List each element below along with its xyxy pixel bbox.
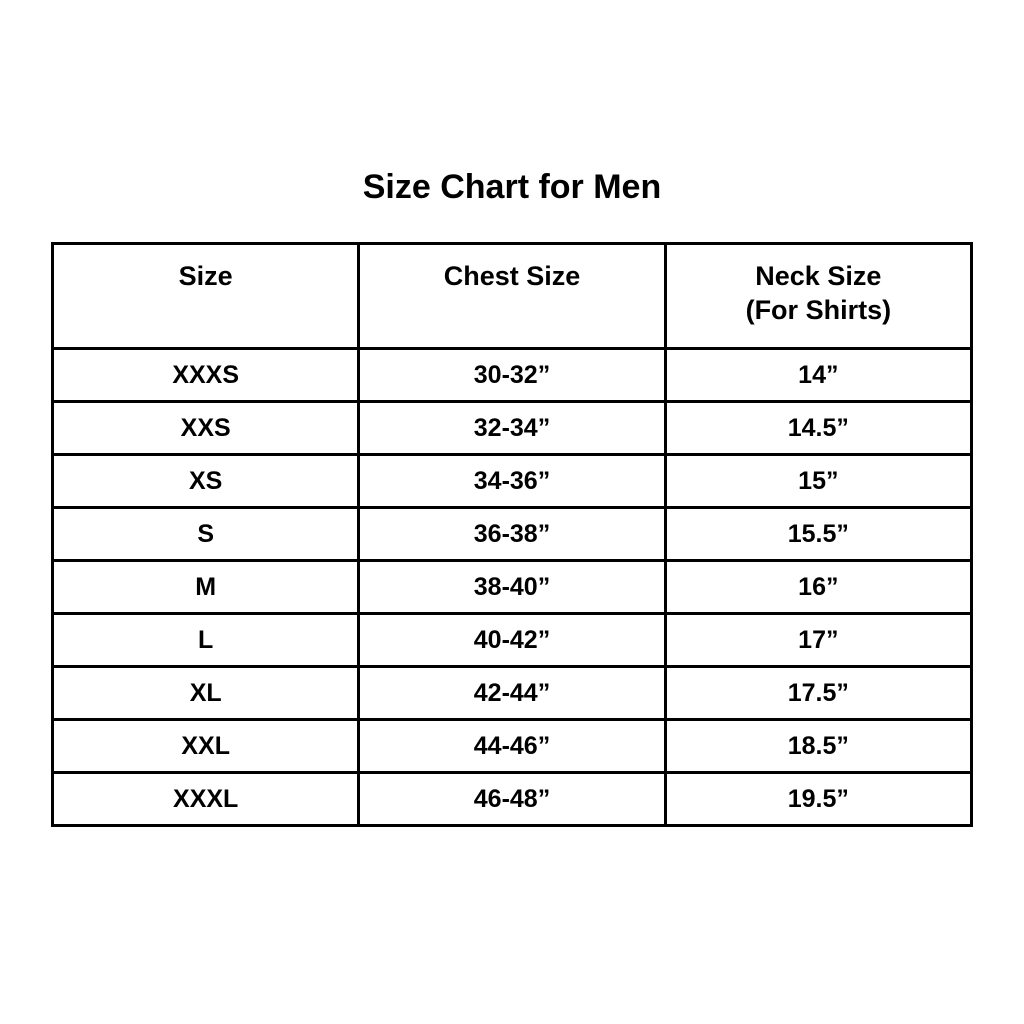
- cell-size: XS: [50, 453, 361, 509]
- cell-neck-size: 15.5”: [663, 506, 974, 562]
- table-row: XXS 32-34” 14.5”: [50, 400, 974, 456]
- table-row: XXXS 30-32” 14”: [50, 347, 974, 403]
- cell-chest-size: 34-36”: [357, 453, 667, 509]
- table-row: XS 34-36” 15”: [50, 453, 974, 509]
- table-row: XXL 44-46” 18.5”: [50, 718, 974, 774]
- cell-neck-size: 19.5”: [663, 771, 974, 827]
- cell-chest-size: 36-38”: [357, 506, 667, 562]
- header-row: Size Chest Size Neck Size (For Shirts): [50, 242, 974, 350]
- table-row: M 38-40” 16”: [50, 559, 974, 615]
- header-neck-size-line1: Neck Size: [755, 261, 882, 291]
- cell-chest-size: 42-44”: [357, 665, 667, 721]
- table-row: S 36-38” 15.5”: [50, 506, 974, 562]
- table-header: Size Chest Size Neck Size (For Shirts): [50, 242, 974, 350]
- cell-size: XXL: [50, 718, 361, 774]
- size-chart-table: Size Chest Size Neck Size (For Shirts) X…: [50, 242, 974, 827]
- cell-size: XXS: [50, 400, 361, 456]
- page-title: Size Chart for Men: [362, 168, 662, 206]
- header-chest-size: Chest Size: [357, 242, 667, 350]
- cell-size: XXXL: [50, 771, 361, 827]
- cell-chest-size: 30-32”: [357, 347, 667, 403]
- cell-chest-size: 40-42”: [357, 612, 667, 668]
- cell-size: L: [50, 612, 361, 668]
- cell-chest-size: 38-40”: [357, 559, 667, 615]
- table-row: L 40-42” 17”: [50, 612, 974, 668]
- header-neck-size: Neck Size (For Shirts): [663, 242, 974, 350]
- cell-size: XL: [50, 665, 361, 721]
- header-size: Size: [50, 242, 361, 350]
- cell-neck-size: 14”: [663, 347, 974, 403]
- table-row: XL 42-44” 17.5”: [50, 665, 974, 721]
- cell-neck-size: 16”: [663, 559, 974, 615]
- table-row: XXXL 46-48” 19.5”: [50, 771, 974, 827]
- header-neck-size-line2: (For Shirts): [745, 295, 892, 325]
- table-body: XXXS 30-32” 14” XXS 32-34” 14.5” XS 34-3…: [50, 347, 974, 827]
- cell-size: S: [50, 506, 361, 562]
- cell-neck-size: 15”: [663, 453, 974, 509]
- cell-size: XXXS: [50, 347, 361, 403]
- cell-size: M: [50, 559, 361, 615]
- cell-neck-size: 14.5”: [663, 400, 974, 456]
- cell-chest-size: 32-34”: [357, 400, 667, 456]
- cell-neck-size: 17”: [663, 612, 974, 668]
- cell-chest-size: 44-46”: [357, 718, 667, 774]
- cell-chest-size: 46-48”: [357, 771, 667, 827]
- cell-neck-size: 17.5”: [663, 665, 974, 721]
- cell-neck-size: 18.5”: [663, 718, 974, 774]
